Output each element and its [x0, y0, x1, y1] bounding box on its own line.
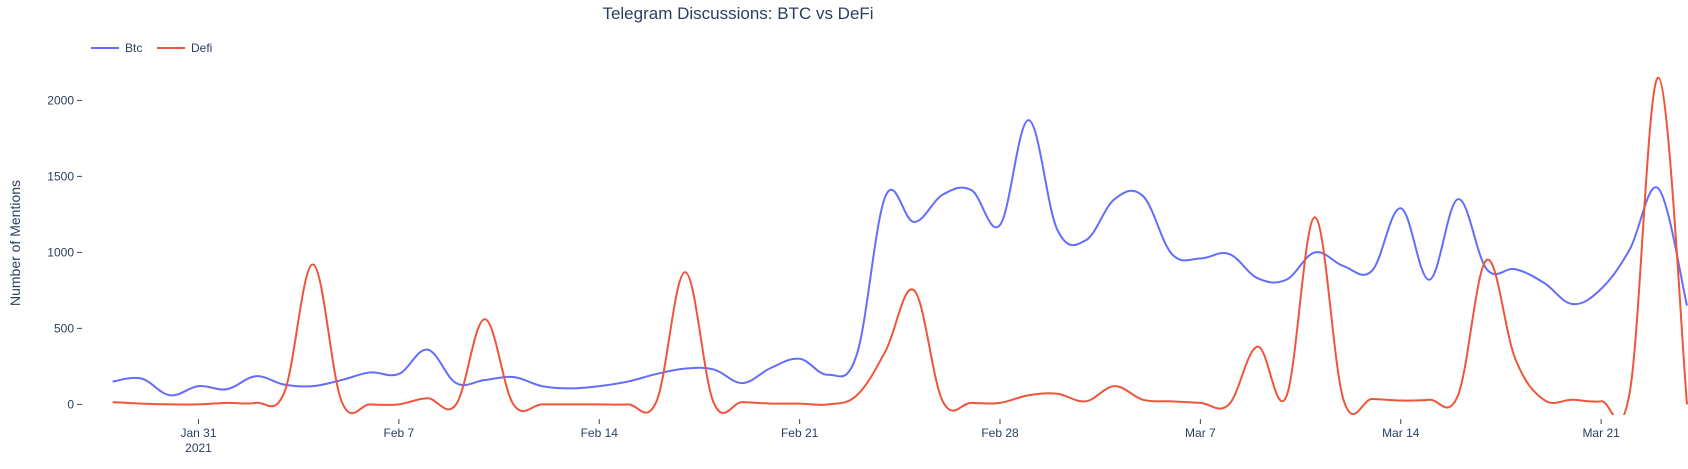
y-axis-title: Number of Mentions — [7, 180, 23, 306]
x-tick-label: Feb 21 — [781, 426, 819, 440]
x-tick-label: Feb 28 — [981, 426, 1019, 440]
y-axis: 0 500 1000 1500 2000 — [47, 93, 82, 411]
legend-label: Btc — [125, 41, 142, 55]
series-line-defi[interactable] — [112, 76, 1688, 421]
y-tick-label: 0 — [67, 397, 74, 411]
x-tick-label: Jan 31 — [180, 426, 216, 440]
y-tick-label: 500 — [54, 321, 74, 335]
x-tick-label: Mar 14 — [1382, 426, 1420, 440]
x-tick-label: Mar 7 — [1185, 426, 1216, 440]
x-tick-label: Mar 21 — [1582, 426, 1620, 440]
y-tick-label: 1500 — [47, 169, 74, 183]
x-tick-label: Feb 14 — [581, 426, 619, 440]
x-tick-label: Feb 7 — [384, 426, 415, 440]
y-tick-label: 2000 — [47, 93, 74, 107]
x-tick-sublabel: 2021 — [185, 441, 212, 455]
series-line-btc[interactable] — [112, 119, 1688, 397]
legend[interactable]: Btc Defi — [91, 41, 212, 55]
legend-item-btc[interactable]: Btc — [91, 41, 142, 55]
plot-area — [112, 76, 1688, 421]
legend-item-defi[interactable]: Defi — [157, 41, 212, 55]
y-tick-label: 1000 — [47, 245, 74, 259]
legend-label: Defi — [191, 41, 212, 55]
chart-title: Telegram Discussions: BTC vs DeFi — [602, 4, 873, 23]
